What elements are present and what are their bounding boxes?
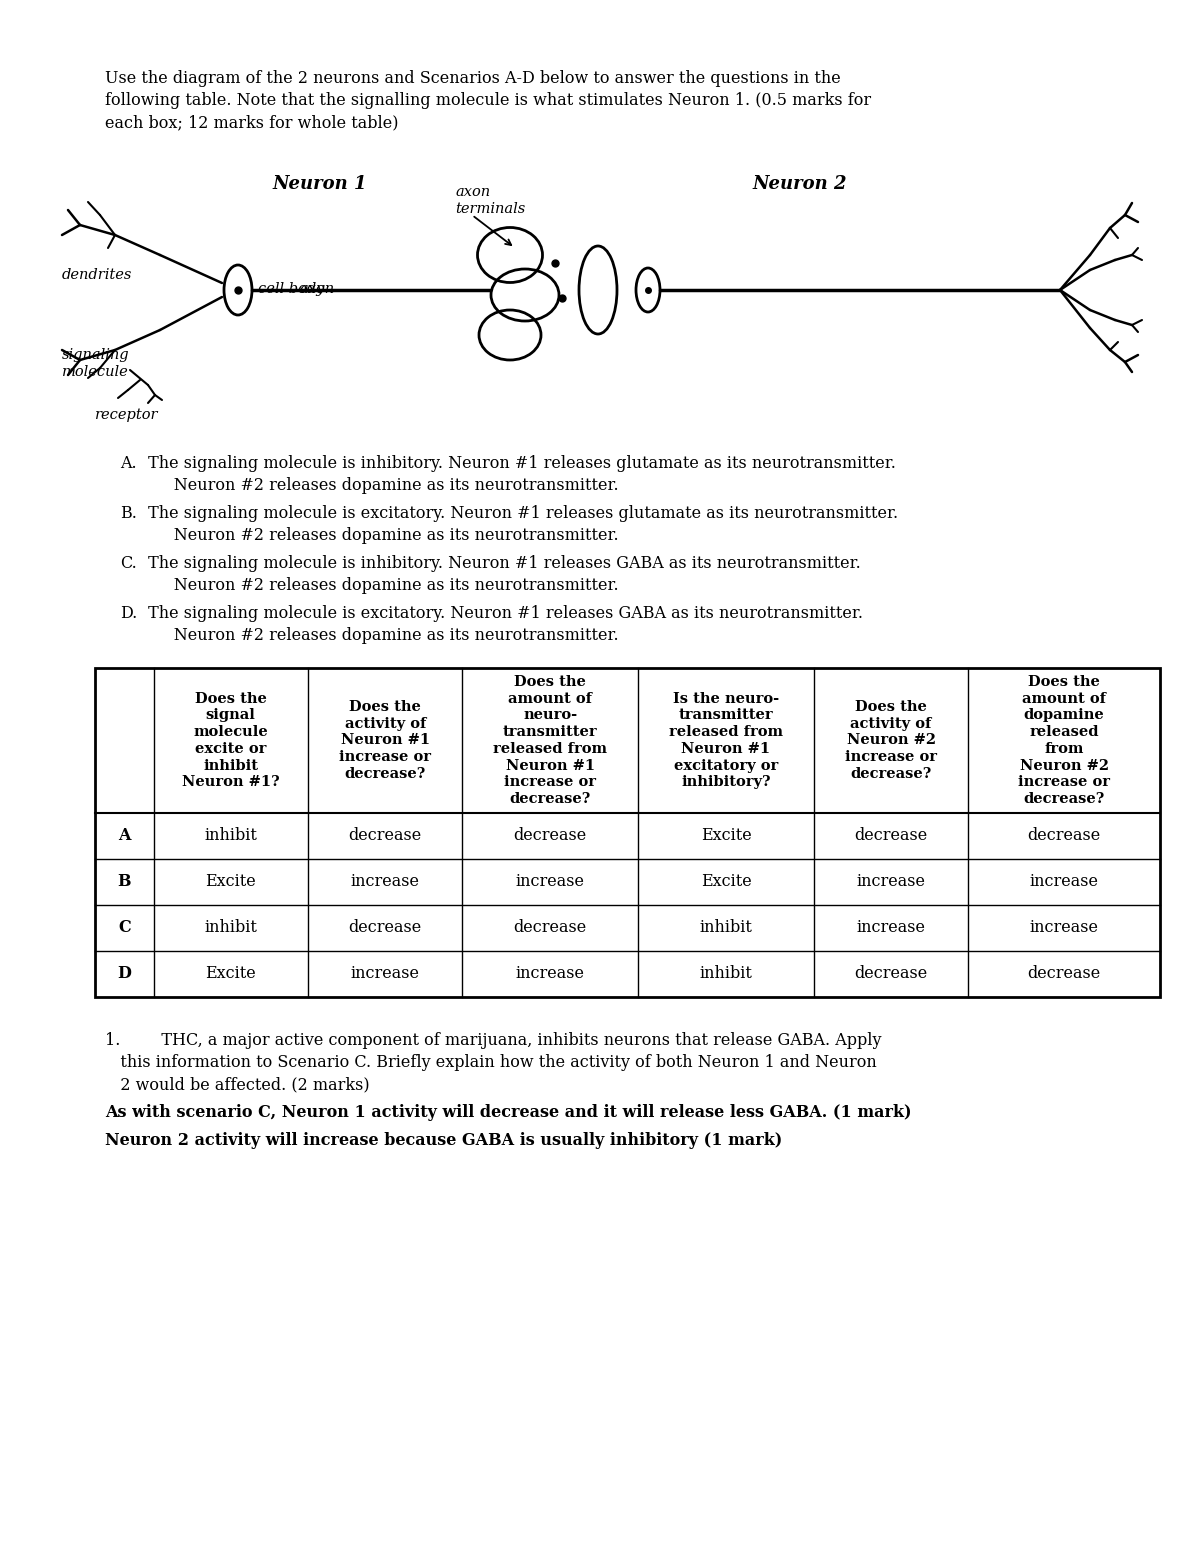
Text: Does the
amount of
neuro-
transmitter
released from
Neuron #1
increase or
decrea: Does the amount of neuro- transmitter re… — [493, 676, 607, 806]
Text: increase: increase — [857, 873, 925, 890]
Text: decrease: decrease — [1027, 966, 1100, 983]
Text: 1.        THC, a major active component of marijuana, inhibits neurons that rele: 1. THC, a major active component of mari… — [106, 1033, 882, 1048]
Text: decrease: decrease — [854, 966, 928, 983]
Text: this information to Scenario C. Briefly explain how the activity of both Neuron : this information to Scenario C. Briefly … — [106, 1054, 877, 1072]
Text: dendrites: dendrites — [62, 269, 132, 283]
Text: Excite: Excite — [701, 828, 751, 845]
Text: decrease: decrease — [348, 919, 422, 936]
Text: D.: D. — [120, 606, 137, 623]
Text: Neuron #2 releases dopamine as its neurotransmitter.: Neuron #2 releases dopamine as its neuro… — [143, 526, 619, 544]
Text: increase: increase — [350, 966, 420, 983]
Text: increase: increase — [350, 873, 420, 890]
Text: inhibit: inhibit — [700, 966, 752, 983]
Text: decrease: decrease — [1027, 828, 1100, 845]
Text: C.: C. — [120, 554, 137, 572]
Text: decrease: decrease — [514, 828, 587, 845]
Text: Does the
signal
molecule
excite or
inhibit
Neuron #1?: Does the signal molecule excite or inhib… — [182, 691, 280, 789]
Text: Neuron #2 releases dopamine as its neurotransmitter.: Neuron #2 releases dopamine as its neuro… — [143, 477, 619, 494]
Text: Excite: Excite — [205, 966, 256, 983]
Text: Neuron 2: Neuron 2 — [752, 175, 847, 193]
Text: receptor: receptor — [95, 408, 158, 422]
Text: inhibit: inhibit — [204, 919, 257, 936]
Text: decrease: decrease — [514, 919, 587, 936]
Text: D: D — [118, 966, 131, 983]
Text: increase: increase — [1030, 919, 1099, 936]
Text: As with scenario C, Neuron 1 activity will decrease and it will release less GAB: As with scenario C, Neuron 1 activity wi… — [106, 1104, 912, 1121]
Text: axon: axon — [300, 283, 335, 297]
Text: cell body: cell body — [258, 283, 324, 297]
Text: Does the
activity of
Neuron #2
increase or
decrease?: Does the activity of Neuron #2 increase … — [845, 700, 937, 781]
Text: inhibit: inhibit — [700, 919, 752, 936]
Text: axon
terminals: axon terminals — [455, 185, 526, 216]
Text: The signaling molecule is excitatory. Neuron #1 releases GABA as its neurotransm: The signaling molecule is excitatory. Ne… — [143, 606, 863, 623]
Text: B.: B. — [120, 505, 137, 522]
Text: Does the
amount of
dopamine
released
from
Neuron #2
increase or
decrease?: Does the amount of dopamine released fro… — [1018, 676, 1110, 806]
Text: A.: A. — [120, 455, 137, 472]
Text: C: C — [118, 919, 131, 936]
Text: The signaling molecule is inhibitory. Neuron #1 releases GABA as its neurotransm: The signaling molecule is inhibitory. Ne… — [143, 554, 860, 572]
Text: Use the diagram of the 2 neurons and Scenarios A-D below to answer the questions: Use the diagram of the 2 neurons and Sce… — [106, 70, 871, 132]
Text: B: B — [118, 873, 131, 890]
Text: Is the neuro-
transmitter
released from
Neuron #1
excitatory or
inhibitory?: Is the neuro- transmitter released from … — [670, 691, 784, 789]
Text: increase: increase — [857, 919, 925, 936]
Text: inhibit: inhibit — [204, 828, 257, 845]
Text: Excite: Excite — [701, 873, 751, 890]
Text: Excite: Excite — [205, 873, 256, 890]
Text: increase: increase — [516, 966, 584, 983]
Text: Neuron #2 releases dopamine as its neurotransmitter.: Neuron #2 releases dopamine as its neuro… — [143, 578, 619, 593]
Text: Neuron 2 activity will increase because GABA is usually inhibitory (1 mark): Neuron 2 activity will increase because … — [106, 1132, 782, 1149]
Text: A: A — [118, 828, 131, 845]
Text: 2 would be affected. (2 marks): 2 would be affected. (2 marks) — [106, 1076, 370, 1093]
Text: Neuron #2 releases dopamine as its neurotransmitter.: Neuron #2 releases dopamine as its neuro… — [143, 627, 619, 644]
Text: signaling
molecule: signaling molecule — [62, 348, 130, 379]
Text: The signaling molecule is inhibitory. Neuron #1 releases glutamate as its neurot: The signaling molecule is inhibitory. Ne… — [143, 455, 896, 472]
Text: increase: increase — [1030, 873, 1099, 890]
Text: The signaling molecule is excitatory. Neuron #1 releases glutamate as its neurot: The signaling molecule is excitatory. Ne… — [143, 505, 898, 522]
Text: decrease: decrease — [854, 828, 928, 845]
Text: decrease: decrease — [348, 828, 422, 845]
Text: Neuron 1: Neuron 1 — [272, 175, 367, 193]
Text: increase: increase — [516, 873, 584, 890]
Text: Does the
activity of
Neuron #1
increase or
decrease?: Does the activity of Neuron #1 increase … — [340, 700, 431, 781]
Bar — [95, 668, 1160, 997]
